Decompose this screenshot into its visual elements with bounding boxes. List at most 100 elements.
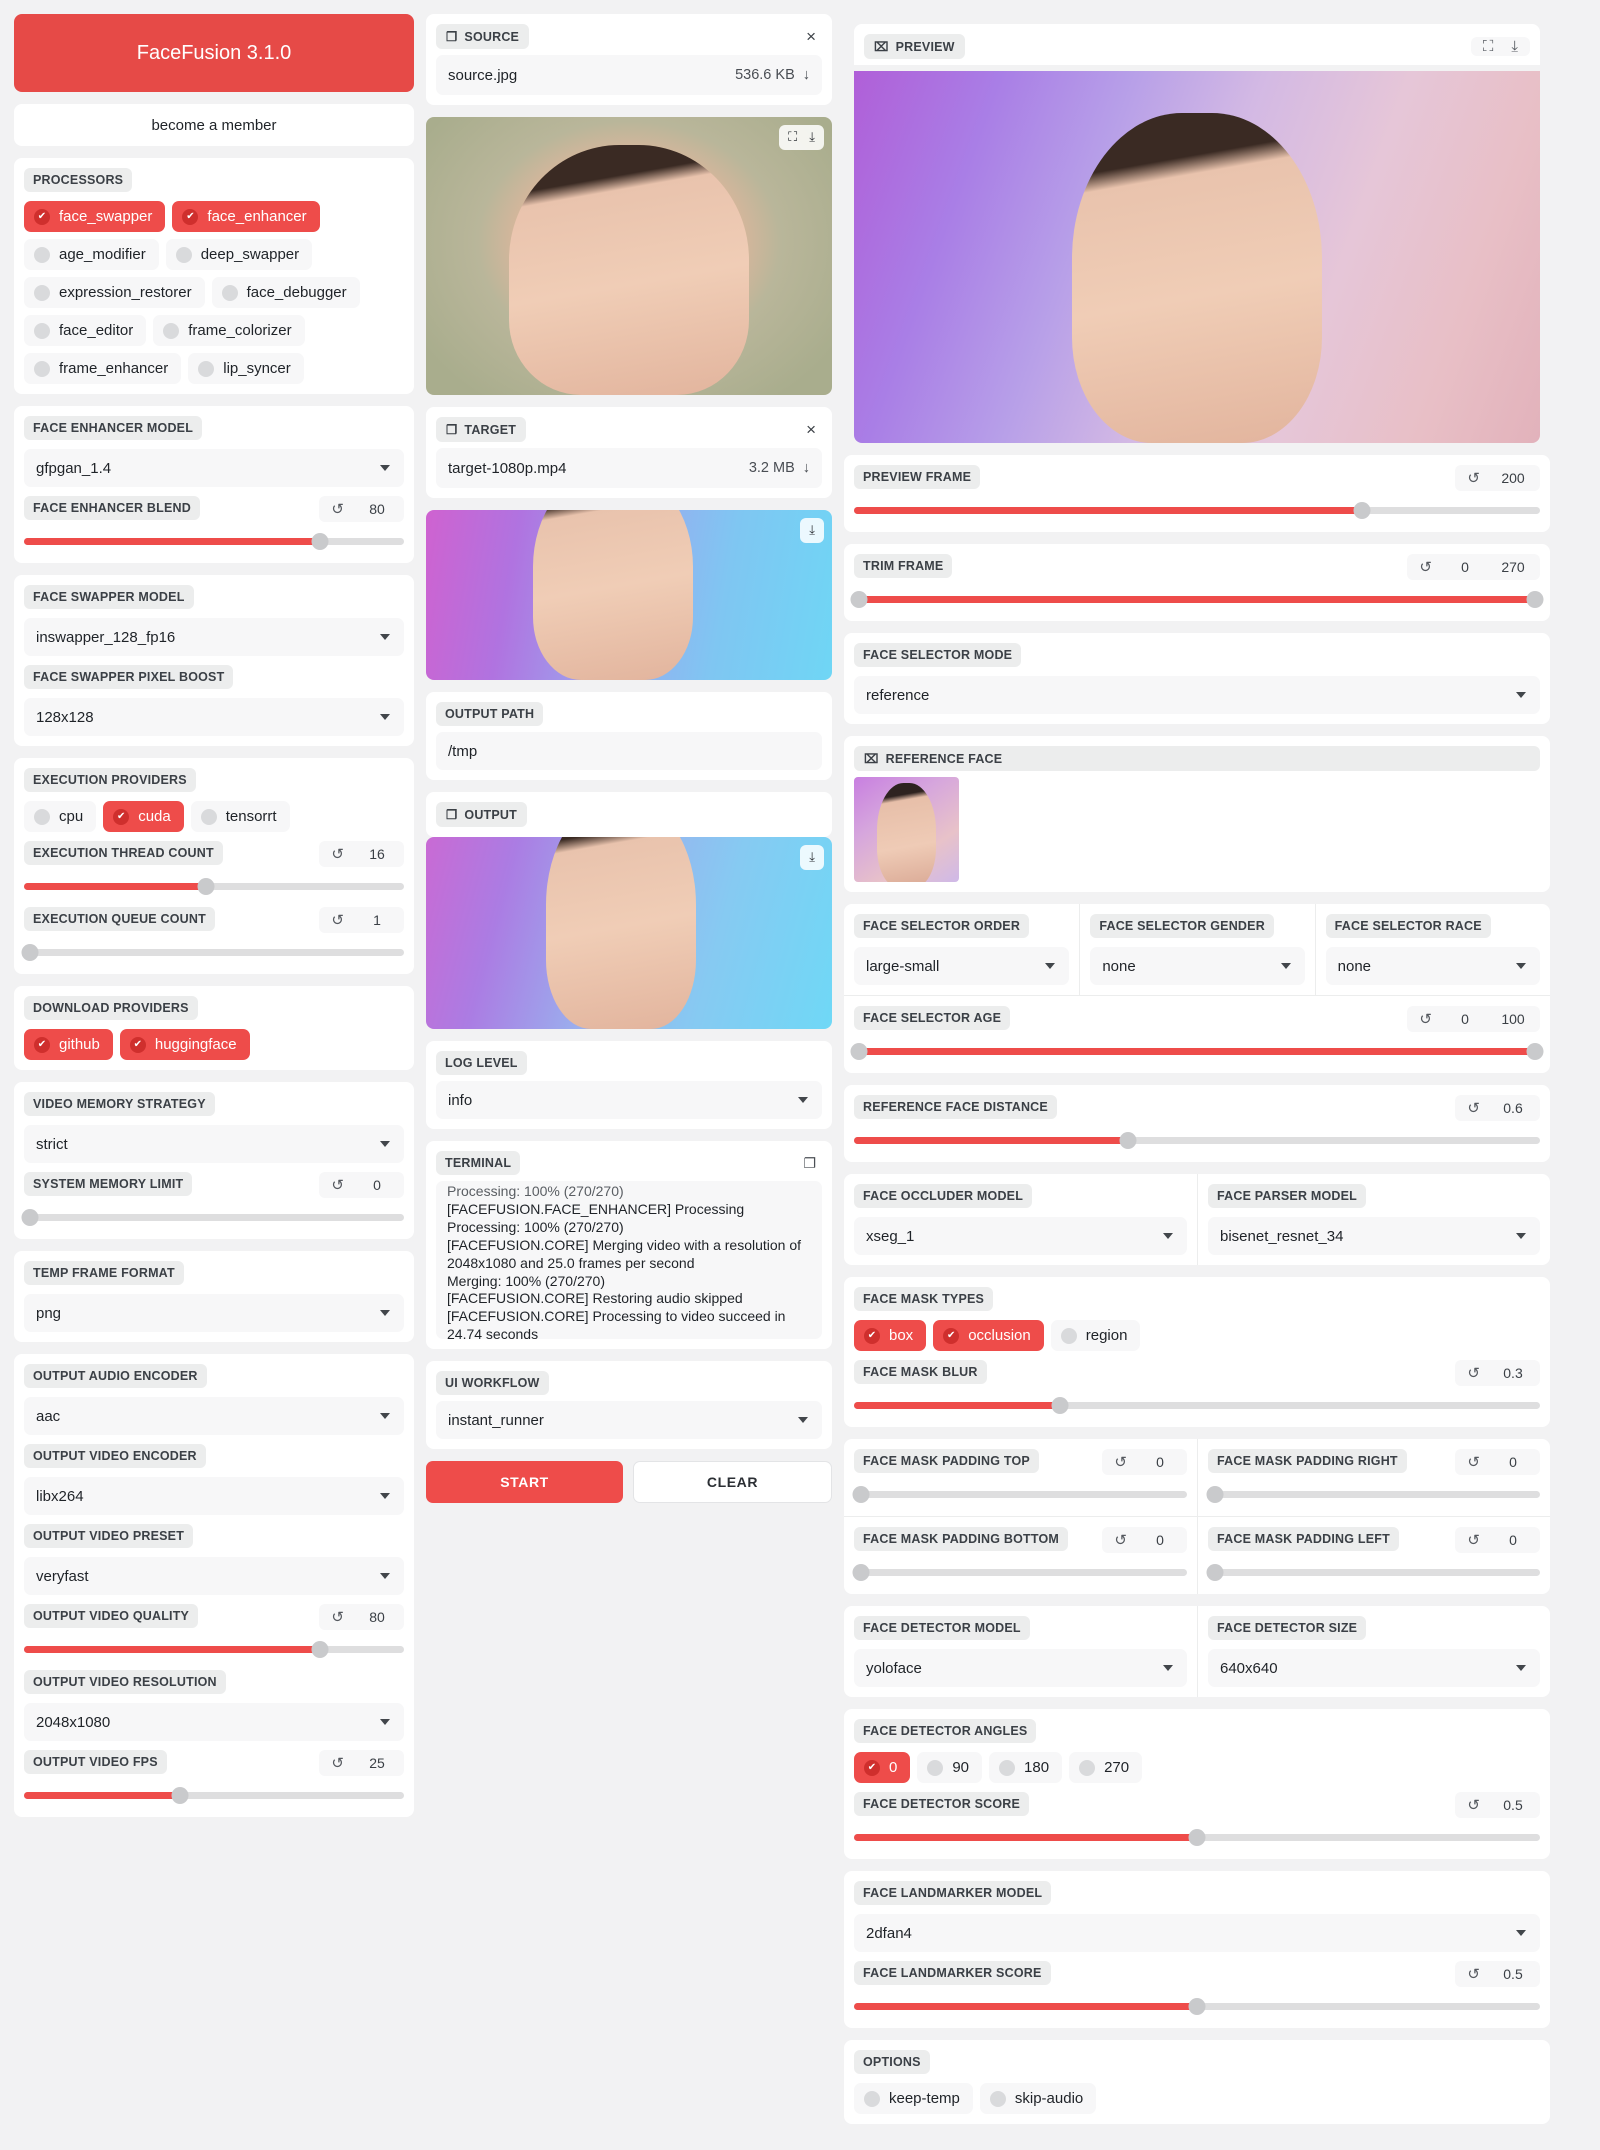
download-provider-chip-github[interactable]: github xyxy=(24,1029,113,1060)
close-icon[interactable]: × xyxy=(806,420,816,439)
reset-icon[interactable]: ↺ xyxy=(1467,1965,1480,1983)
reference-face-thumbnail[interactable] xyxy=(854,777,959,882)
face-detector-angle-chip-270[interactable]: 270 xyxy=(1069,1752,1143,1783)
processor-chip-frame-colorizer[interactable]: frame_colorizer xyxy=(153,315,305,346)
execution-provider-chip-cuda[interactable]: cuda xyxy=(103,801,184,832)
face-selector-mode-select[interactable]: reference xyxy=(854,676,1540,714)
face-detector-score-slider[interactable] xyxy=(854,1828,1540,1846)
face-detector-angle-chip-180[interactable]: 180 xyxy=(989,1752,1063,1783)
source-file-row[interactable]: source.jpg 536.6 KB ↓ xyxy=(436,55,822,95)
face-detector-angle-chip-0[interactable]: 0 xyxy=(854,1752,911,1783)
face-mask-padding-top-slider[interactable] xyxy=(852,1485,1187,1503)
output-path-input[interactable]: /tmp xyxy=(436,732,822,770)
reset-icon[interactable]: ↺ xyxy=(331,1176,344,1194)
log-level-select[interactable]: info xyxy=(436,1081,822,1119)
reset-icon[interactable]: ↺ xyxy=(331,911,344,929)
face-detector-angle-chip-90[interactable]: 90 xyxy=(917,1752,983,1783)
copy-icon[interactable]: ❐ xyxy=(803,1154,816,1171)
slider-knob[interactable] xyxy=(1188,1997,1206,2015)
face-selector-age-slider[interactable] xyxy=(850,1042,1543,1060)
processor-chip-age-modifier[interactable]: age_modifier xyxy=(24,239,159,270)
face-landmarker-model-select[interactable]: 2dfan4 xyxy=(854,1914,1540,1952)
become-a-member-link[interactable]: become a member xyxy=(14,104,414,146)
output-video-quality-slider[interactable] xyxy=(24,1640,404,1658)
slider-knob[interactable] xyxy=(1188,1828,1206,1846)
slider-knob-end[interactable] xyxy=(1526,1042,1543,1060)
slider-knob[interactable] xyxy=(171,1786,189,1804)
face-landmarker-score-slider[interactable] xyxy=(854,1997,1540,2015)
reset-icon[interactable]: ↺ xyxy=(1467,1453,1480,1471)
expand-icon[interactable]: ⛶ xyxy=(788,129,798,144)
slider-knob[interactable] xyxy=(1206,1485,1224,1503)
processor-chip-lip-syncer[interactable]: lip_syncer xyxy=(188,353,304,384)
reset-icon[interactable]: ↺ xyxy=(1467,1364,1480,1382)
download-icon[interactable]: ⤓ xyxy=(809,129,815,144)
execution-provider-chip-tensorrt[interactable]: tensorrt xyxy=(190,801,290,832)
processor-chip-face-debugger[interactable]: face_debugger xyxy=(211,277,360,308)
slider-knob-start[interactable] xyxy=(850,590,868,608)
processor-chip-deep-swapper[interactable]: deep_swapper xyxy=(165,239,313,270)
processor-chip-face-enhancer[interactable]: face_enhancer xyxy=(172,201,320,232)
option-chip-skip-audio[interactable]: skip-audio xyxy=(979,2083,1097,2114)
execution-queue-count-slider[interactable] xyxy=(21,943,404,961)
reset-icon[interactable]: ↺ xyxy=(1467,1099,1480,1117)
face-mask-type-chip-occlusion[interactable]: occlusion xyxy=(933,1320,1044,1351)
slider-knob[interactable] xyxy=(311,532,329,550)
processor-chip-face-swapper[interactable]: face_swapper xyxy=(24,201,166,232)
slider-knob[interactable] xyxy=(311,1640,329,1658)
download-provider-chip-huggingface[interactable]: huggingface xyxy=(119,1029,250,1060)
face-mask-padding-bottom-slider[interactable] xyxy=(852,1563,1187,1581)
processor-chip-frame-enhancer[interactable]: frame_enhancer xyxy=(24,353,182,384)
slider-knob[interactable] xyxy=(21,1208,39,1226)
slider-knob[interactable] xyxy=(1119,1131,1137,1149)
reset-icon[interactable]: ↺ xyxy=(1419,1010,1432,1028)
face-parser-model-select[interactable]: bisenet_resnet_34 xyxy=(1208,1217,1540,1255)
download-icon[interactable]: ↓ xyxy=(802,67,810,83)
system-memory-limit-slider[interactable] xyxy=(21,1208,404,1226)
reset-icon[interactable]: ↺ xyxy=(331,845,344,863)
expand-icon[interactable]: ⛶ xyxy=(1482,38,1494,55)
slider-knob[interactable] xyxy=(197,877,215,895)
slider-knob[interactable] xyxy=(21,943,39,961)
trim-frame-slider[interactable] xyxy=(850,590,1543,608)
slider-knob[interactable] xyxy=(852,1485,870,1503)
face-mask-padding-left-slider[interactable] xyxy=(1206,1563,1540,1581)
slider-knob[interactable] xyxy=(1353,501,1371,519)
video-memory-strategy-select[interactable]: strict xyxy=(24,1125,404,1163)
temp-frame-format-select[interactable]: png xyxy=(24,1294,404,1332)
output-video-preset-select[interactable]: veryfast xyxy=(24,1557,404,1595)
execution-provider-chip-cpu[interactable]: cpu xyxy=(24,801,97,832)
reset-icon[interactable]: ↺ xyxy=(331,1754,344,1772)
face-mask-type-chip-box[interactable]: box xyxy=(854,1320,927,1351)
target-file-row[interactable]: target-1080p.mp4 3.2 MB ↓ xyxy=(436,448,822,488)
reset-icon[interactable]: ↺ xyxy=(1419,558,1432,576)
reset-icon[interactable]: ↺ xyxy=(331,1608,344,1626)
face-detector-model-select[interactable]: yoloface xyxy=(854,1649,1187,1687)
ui-workflow-select[interactable]: instant_runner xyxy=(436,1401,822,1439)
output-video-encoder-select[interactable]: libx264 xyxy=(24,1477,404,1515)
output-audio-encoder-select[interactable]: aac xyxy=(24,1397,404,1435)
processor-chip-face-editor[interactable]: face_editor xyxy=(24,315,147,346)
face-mask-blur-slider[interactable] xyxy=(854,1396,1540,1414)
face-selector-race-select[interactable]: none xyxy=(1325,947,1540,985)
download-icon[interactable]: ⤓ xyxy=(809,849,815,864)
slider-knob-start[interactable] xyxy=(850,1042,868,1060)
face-mask-type-chip-region[interactable]: region xyxy=(1050,1320,1141,1351)
slider-knob[interactable] xyxy=(1051,1396,1069,1414)
face-selector-gender-select[interactable]: none xyxy=(1090,947,1305,985)
clear-button[interactable]: CLEAR xyxy=(633,1461,832,1503)
close-icon[interactable]: × xyxy=(806,27,816,46)
reset-icon[interactable]: ↺ xyxy=(1467,469,1480,487)
reference-face-distance-slider[interactable] xyxy=(854,1131,1540,1149)
reset-icon[interactable]: ↺ xyxy=(1114,1531,1127,1549)
face-selector-order-select[interactable]: large-small xyxy=(854,947,1070,985)
reset-icon[interactable]: ↺ xyxy=(1467,1796,1480,1814)
output-video-fps-slider[interactable] xyxy=(24,1786,404,1804)
execution-thread-count-slider[interactable] xyxy=(24,877,404,895)
download-icon[interactable]: ⤓ xyxy=(1511,38,1518,55)
face-detector-size-select[interactable]: 640x640 xyxy=(1208,1649,1540,1687)
download-icon[interactable]: ⤓ xyxy=(809,522,815,537)
face-swapper-pixel-boost-select[interactable]: 128x128 xyxy=(24,698,404,736)
reset-icon[interactable]: ↺ xyxy=(331,500,344,518)
face-enhancer-model-select[interactable]: gfpgan_1.4 xyxy=(24,449,404,487)
